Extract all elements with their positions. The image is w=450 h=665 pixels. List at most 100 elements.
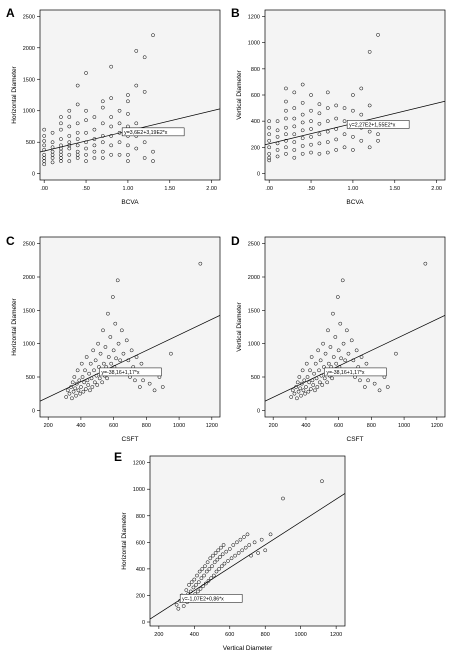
y-tick-label: 800 — [251, 67, 260, 73]
x-axis-label: Vertical Diameter — [223, 645, 273, 652]
data-point — [336, 348, 341, 353]
data-point — [331, 311, 335, 316]
regression-equation: y=2,27E2+1,55E2*x — [349, 122, 396, 128]
equation-box — [121, 127, 185, 137]
data-point — [181, 604, 186, 608]
x-axis-label: BCVA — [346, 199, 364, 206]
data-point — [118, 358, 123, 363]
data-point — [92, 368, 96, 373]
x-tick-label: 400 — [76, 423, 85, 429]
data-point — [342, 106, 347, 110]
data-point — [100, 156, 105, 160]
data-point — [110, 295, 115, 299]
data-point — [84, 159, 88, 163]
regression-equation: y=-1,07E2+0,86*x — [182, 596, 224, 602]
data-point — [376, 132, 380, 137]
data-point — [124, 338, 129, 343]
data-point — [364, 361, 369, 366]
data-point — [74, 393, 78, 398]
data-point — [309, 150, 313, 155]
panel-letter-c: C — [6, 234, 15, 248]
data-point — [147, 381, 152, 386]
data-point — [106, 311, 110, 316]
data-point — [292, 140, 297, 144]
data-point — [77, 378, 82, 383]
data-point — [292, 148, 297, 152]
data-point — [93, 358, 98, 363]
y-tick-label: 2000 — [23, 275, 35, 281]
data-point — [70, 396, 74, 401]
data-point — [160, 385, 165, 389]
y-tick-label: 0 — [32, 408, 35, 414]
data-point — [313, 361, 318, 366]
data-point — [235, 540, 239, 545]
data-point — [134, 121, 139, 126]
data-point — [42, 127, 47, 132]
data-point — [84, 152, 88, 157]
data-point — [320, 383, 325, 387]
regression-line — [40, 315, 220, 402]
data-point — [67, 115, 72, 119]
data-point — [59, 149, 63, 154]
data-point — [79, 385, 83, 389]
x-tick-label: 2.00 — [206, 186, 217, 192]
data-point — [113, 321, 118, 326]
data-point — [84, 108, 88, 113]
equation-box — [179, 594, 243, 603]
data-point — [372, 381, 377, 386]
data-point — [268, 532, 273, 537]
data-point — [219, 564, 224, 569]
data-point — [203, 581, 208, 586]
data-point — [101, 361, 106, 366]
data-point — [79, 361, 84, 366]
data-point — [334, 361, 339, 366]
data-point — [198, 586, 203, 591]
equation-box — [346, 120, 410, 129]
data-point — [275, 119, 280, 124]
x-tick-label: .00 — [40, 186, 48, 192]
data-point — [126, 152, 130, 157]
x-axis-label: CSFT — [347, 436, 364, 443]
regression-equation: y=-38,16+1,17*x — [101, 370, 139, 376]
x-tick-label: 800 — [261, 632, 270, 638]
data-point — [236, 551, 241, 555]
data-point — [101, 328, 105, 333]
y-tick-label: 400 — [251, 119, 260, 125]
data-point — [59, 127, 63, 132]
data-point — [59, 137, 63, 141]
data-point — [338, 321, 343, 326]
data-point — [292, 106, 297, 110]
data-point — [210, 564, 214, 569]
data-point — [100, 149, 105, 154]
data-point — [80, 375, 85, 379]
data-point — [75, 83, 80, 88]
data-point — [385, 385, 390, 389]
data-point — [318, 358, 323, 363]
y-tick-label: 2000 — [248, 275, 260, 281]
x-tick-label: 600 — [225, 632, 234, 638]
data-point — [275, 128, 280, 133]
data-point — [292, 155, 297, 160]
data-point — [299, 393, 303, 398]
data-point — [67, 124, 72, 129]
regression-equation: y=-38,16+1,17*x — [326, 370, 364, 376]
regression-line — [265, 315, 445, 402]
data-point — [233, 553, 237, 558]
data-point — [109, 64, 114, 69]
data-point — [304, 361, 309, 366]
data-point — [317, 121, 322, 126]
data-point — [83, 387, 88, 391]
data-point — [100, 99, 105, 104]
data-point — [91, 348, 96, 353]
x-tick-label: .00 — [265, 186, 273, 192]
data-point — [207, 567, 212, 571]
y-tick-label: 500 — [251, 375, 260, 381]
data-point — [238, 537, 243, 542]
data-point — [290, 388, 295, 393]
data-point — [117, 121, 122, 126]
data-point — [303, 391, 307, 396]
data-point — [212, 560, 217, 565]
data-point — [84, 355, 89, 359]
data-point — [203, 564, 207, 569]
data-point — [292, 391, 297, 396]
